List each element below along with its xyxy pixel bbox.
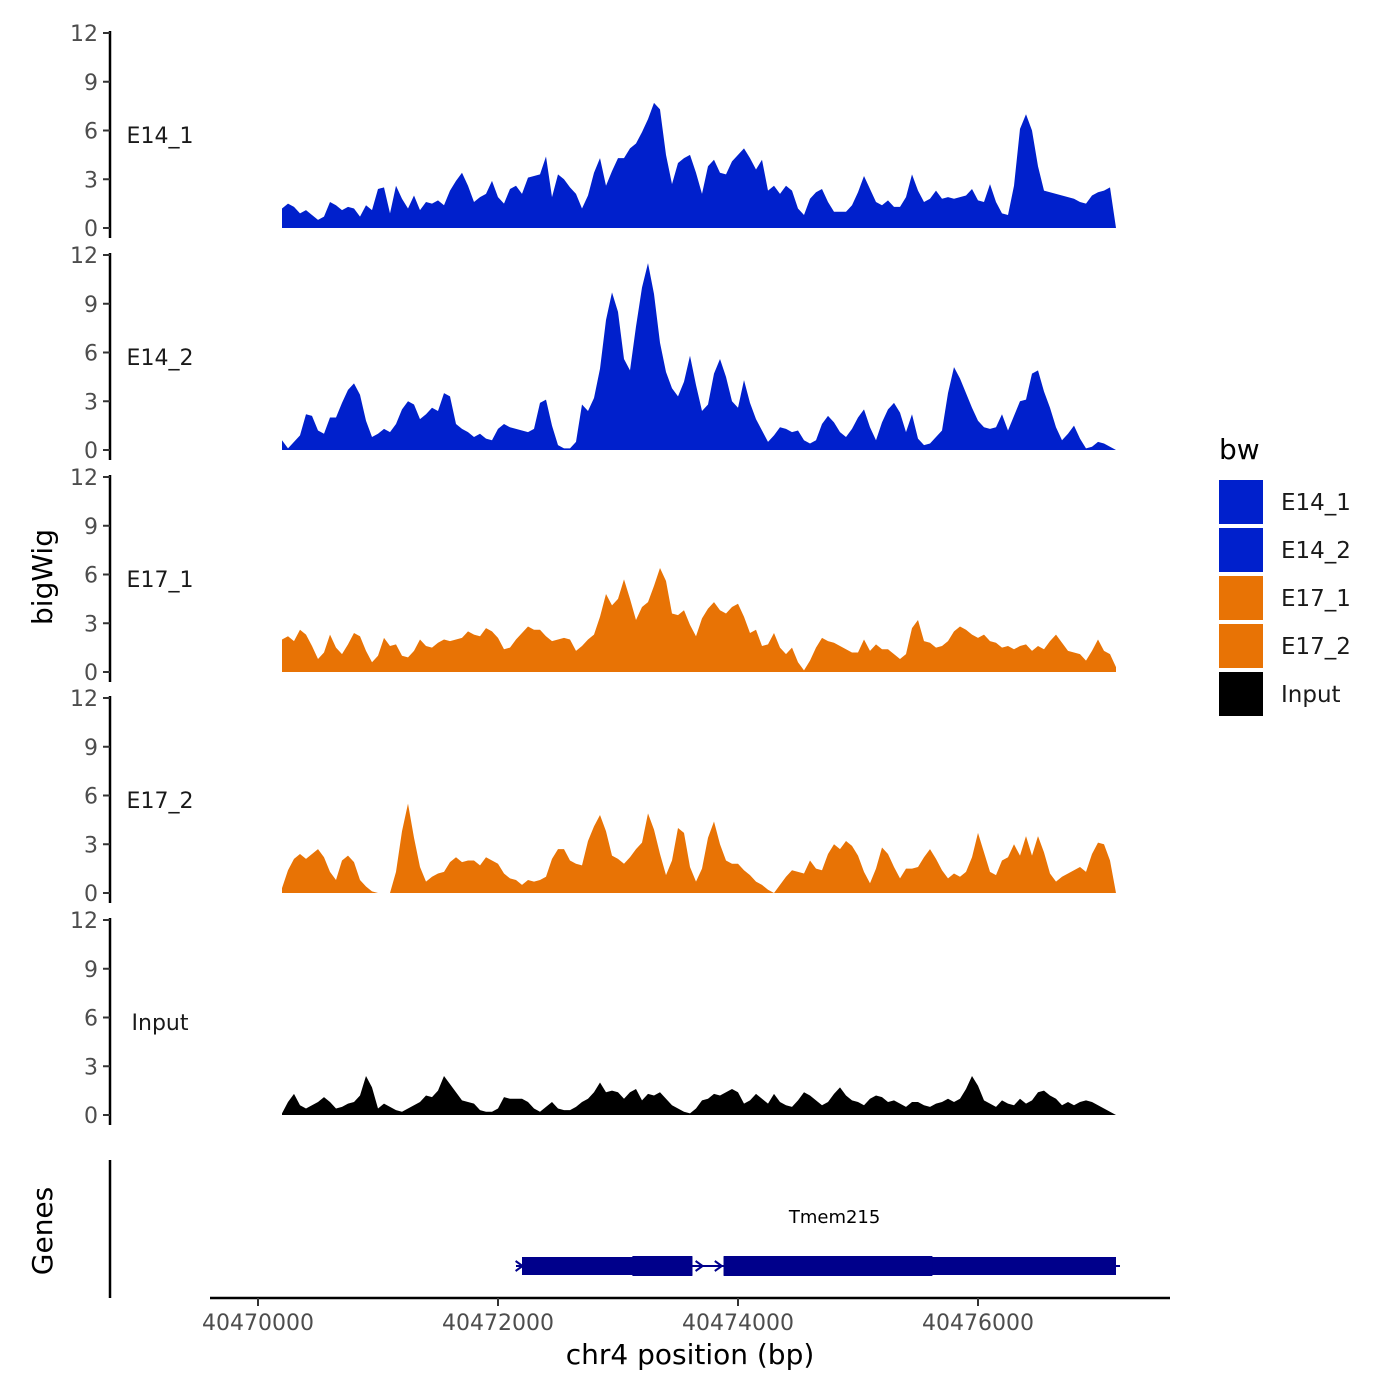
y-tick-label-Input-9: 9 — [84, 958, 98, 983]
y-tick-label-E17_2-6: 6 — [84, 785, 98, 810]
legend-title: bw — [1219, 433, 1260, 466]
y-tick-label-E17_2-9: 9 — [84, 736, 98, 761]
y-tick-label-Input-12: 12 — [70, 909, 98, 934]
y-tick-label-E14_2-6: 6 — [84, 342, 98, 367]
track-label-Input: Input — [132, 1011, 189, 1036]
y-tick-label-E14_1-9: 9 — [84, 71, 98, 96]
y-tick-label-E14_2-9: 9 — [84, 293, 98, 318]
gene-cds-1 — [632, 1256, 693, 1276]
gene-label-Tmem215: Tmem215 — [788, 1207, 881, 1228]
legend-label-E14_1: E14_1 — [1281, 490, 1351, 516]
legend-label-E17_1: E17_1 — [1281, 586, 1351, 612]
x-axis: 40470000 40472000 40474000 40476000 — [202, 1296, 1170, 1336]
y-tick-label-E17_1-0: 0 — [84, 661, 98, 686]
x-tick-label-40472000: 40472000 — [442, 1311, 554, 1336]
strand-arrow-icon — [714, 1260, 724, 1272]
x-tick-label-40470000: 40470000 — [202, 1311, 314, 1336]
legend: bw E14_1 E14_2 E17_1 E17_2 Input — [1219, 433, 1351, 716]
y-tick-label-E17_2-12: 12 — [70, 687, 98, 712]
x-tick-label-40476000: 40476000 — [922, 1311, 1034, 1336]
legend-key-E17_1 — [1219, 576, 1263, 620]
y-tick-label-E17_2-3: 3 — [84, 833, 98, 858]
area-E17_1 — [282, 568, 1116, 672]
y-axis-title: bigWig — [26, 529, 59, 625]
y-tick-label-E17_1-3: 3 — [84, 612, 98, 637]
track-E14_2: 0 3 6 9 12 E14_2 — [70, 244, 1116, 464]
area-Input — [282, 1076, 1116, 1115]
y-tick-label-E17_1-9: 9 — [84, 515, 98, 540]
y-tick-label-Input-3: 3 — [84, 1055, 98, 1080]
area-E14_2 — [282, 263, 1116, 450]
bigwig-tracks: 0 3 6 9 12 E14_1 0 3 6 9 12 E14_2 0 3 6 9 12 E17_1 0 3 6 9 12 E… — [70, 22, 1116, 1129]
legend-label-Input: Input — [1281, 682, 1341, 708]
strand-arrow-icon — [695, 1260, 705, 1272]
track-label-E14_1: E14_1 — [127, 124, 194, 149]
y-tick-label-E17_1-12: 12 — [70, 466, 98, 491]
track-label-E14_2: E14_2 — [127, 346, 194, 371]
y-tick-label-E17_2-0: 0 — [84, 882, 98, 907]
legend-label-E14_2: E14_2 — [1281, 538, 1351, 564]
legend-label-E17_2: E17_2 — [1281, 634, 1351, 660]
y-tick-label-E14_2-12: 12 — [70, 244, 98, 269]
x-tick-label-40474000: 40474000 — [682, 1311, 794, 1336]
legend-key-E14_2 — [1219, 528, 1263, 572]
area-E14_1 — [282, 102, 1116, 228]
strand-arrow-icon — [515, 1260, 525, 1272]
genes-panel: Tmem215 — [108, 1160, 1120, 1298]
y-tick-label-E14_1-6: 6 — [84, 120, 98, 145]
track-label-E17_1: E17_1 — [127, 568, 194, 593]
y-tick-label-E17_1-6: 6 — [84, 564, 98, 589]
track-label-E17_2: E17_2 — [127, 789, 194, 814]
y-tick-label-Input-6: 6 — [84, 1007, 98, 1032]
y-tick-label-E14_1-12: 12 — [70, 22, 98, 47]
y-tick-label-E14_1-3: 3 — [84, 168, 98, 193]
x-axis-title: chr4 position (bp) — [566, 1338, 815, 1371]
y-tick-label-E14_1-0: 0 — [84, 217, 98, 242]
area-E17_2 — [282, 803, 1116, 893]
gene-cds-2 — [723, 1256, 933, 1276]
gene-Tmem215: Tmem215 — [515, 1207, 1120, 1276]
y-tick-label-E14_2-3: 3 — [84, 390, 98, 415]
legend-key-E17_2 — [1219, 624, 1263, 668]
track-E14_1: 0 3 6 9 12 E14_1 — [70, 22, 1116, 242]
track-Input: 0 3 6 9 12 Input — [70, 909, 1116, 1129]
track-E17_1: 0 3 6 9 12 E17_1 — [70, 466, 1116, 686]
y-tick-label-Input-0: 0 — [84, 1104, 98, 1129]
track-E17_2: 0 3 6 9 12 E17_2 — [70, 687, 1116, 907]
legend-key-Input — [1219, 672, 1263, 716]
legend-key-E14_1 — [1219, 480, 1263, 524]
genes-panel-title: Genes — [26, 1187, 59, 1275]
y-tick-label-E14_2-0: 0 — [84, 439, 98, 464]
